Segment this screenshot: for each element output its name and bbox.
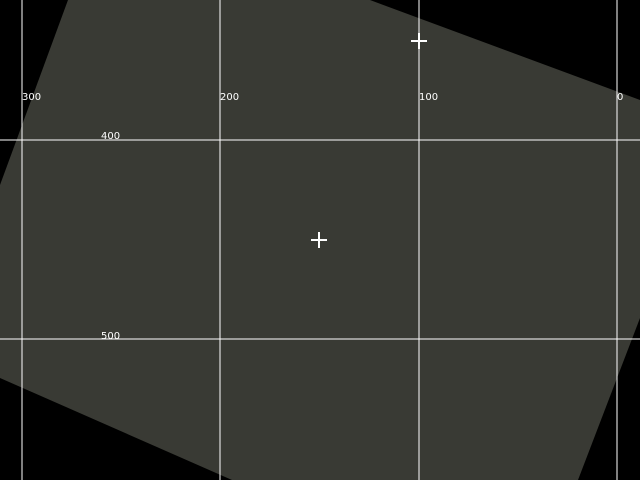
x-tick-label-0: 0 (617, 92, 624, 103)
crosshair-icon[interactable] (311, 232, 327, 248)
x-tick-label-300: 300 (22, 92, 42, 103)
x-tick-label-200: 200 (220, 92, 240, 103)
x-tick-label-100: 100 (419, 92, 439, 103)
crosshair-icon[interactable] (411, 33, 427, 49)
y-tick-label-500: 500 (101, 331, 121, 342)
y-tick-label-400: 400 (101, 131, 121, 142)
